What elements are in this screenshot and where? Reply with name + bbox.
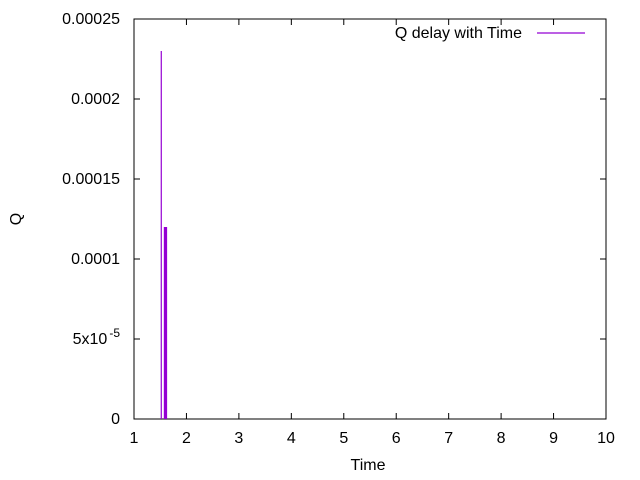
x-tick-label: 10 [597, 430, 615, 447]
plot-frame-group [133, 18, 607, 420]
y-tick-label: 0.00025 [62, 11, 120, 28]
y-tick-label: 0.00015 [62, 171, 120, 188]
x-tick-label: 1 [130, 430, 139, 447]
y-tick-label: 0.0002 [71, 91, 120, 108]
x-tick-label: 2 [182, 430, 191, 447]
x-axis-ticks: 1 2 3 4 5 6 7 8 9 10 [130, 19, 615, 447]
y-tick-label: 0 [111, 411, 120, 428]
x-tick-label: 7 [444, 430, 453, 447]
x-tick-label: 9 [549, 430, 558, 447]
x-tick-label: 5 [339, 430, 348, 447]
y-tick-label: 5x10 -5 [73, 326, 121, 348]
y-tick-label: 0.0001 [71, 251, 120, 268]
x-tick-label: 3 [234, 430, 243, 447]
legend-label: Q delay with Time [395, 25, 522, 42]
y-axis-ticks: 0 5x10 -5 0.0001 0.00015 0.0002 0.00025 [62, 11, 606, 428]
x-tick-label: 4 [287, 430, 296, 447]
x-axis-title: Time [351, 457, 386, 474]
plot-frame [133, 18, 607, 420]
x-tick-label: 8 [497, 430, 506, 447]
series-group [160, 51, 168, 419]
legend: Q delay with Time [395, 25, 585, 42]
x-tick-label: 6 [392, 430, 401, 447]
y-axis-title: Q [8, 213, 25, 225]
